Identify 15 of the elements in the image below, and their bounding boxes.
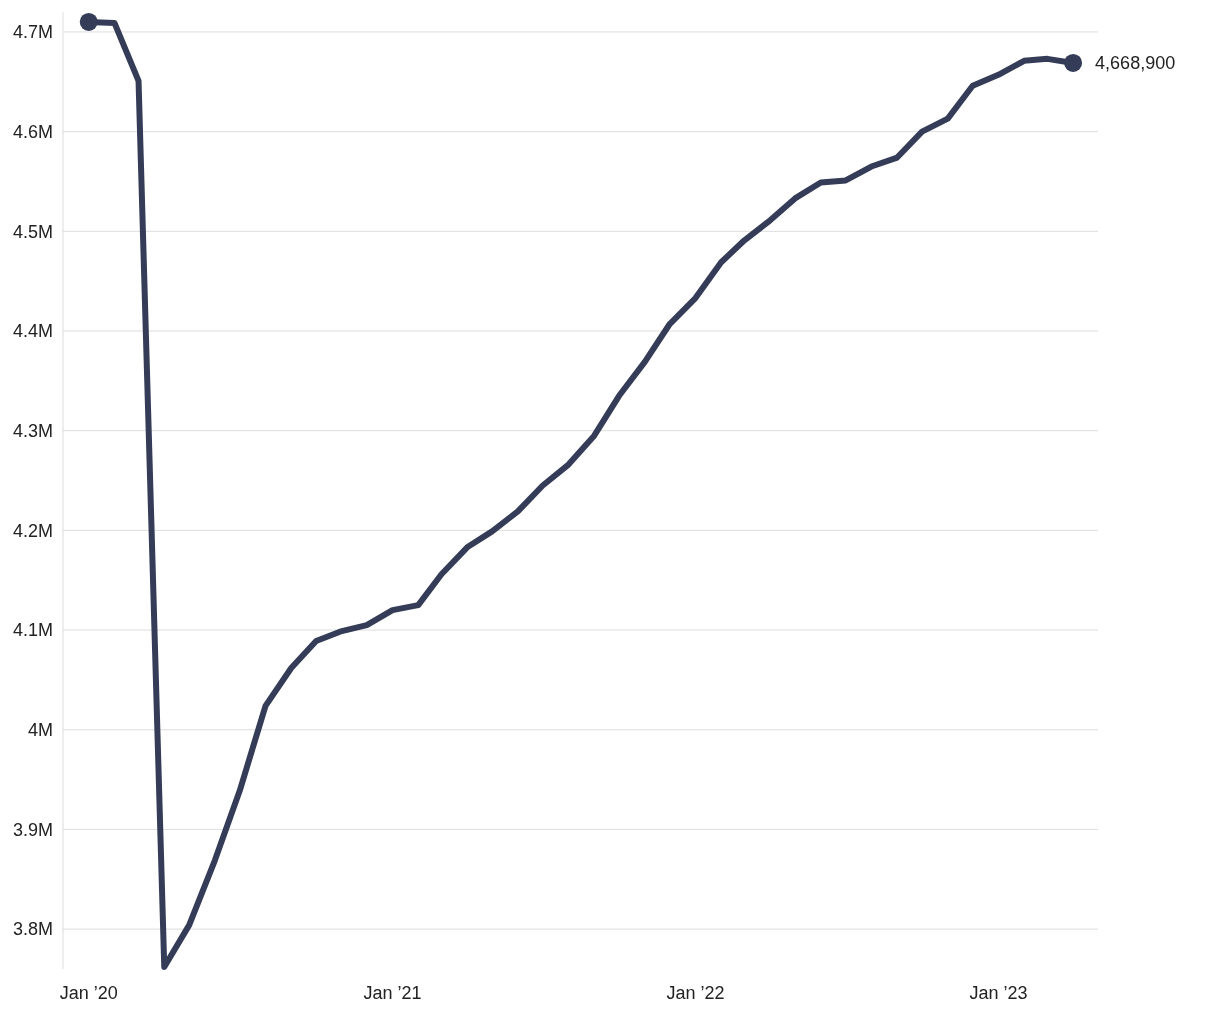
y-tick-label: 4.7M bbox=[12, 22, 53, 43]
y-tick-label: 3.8M bbox=[12, 919, 53, 940]
y-tick-label: 4.4M bbox=[12, 321, 53, 342]
y-tick-label: 4.5M bbox=[12, 221, 53, 242]
y-tick-label: 4.3M bbox=[12, 420, 53, 441]
y-tick-label: 4.2M bbox=[12, 520, 53, 541]
annotation: 4,668,900 bbox=[1095, 53, 1176, 74]
y-tick-label: 4.6M bbox=[12, 121, 53, 142]
x-tick-label: Jan ’21 bbox=[363, 983, 422, 1003]
y-tick-label: 3.9M bbox=[12, 819, 53, 840]
x-tick-label: Jan ’23 bbox=[969, 983, 1028, 1003]
y-tick-label: 4.1M bbox=[12, 620, 53, 641]
y-tick-label: 4M bbox=[27, 720, 53, 741]
x-tick-label: Jan ’20 bbox=[59, 983, 118, 1003]
x-tick-label: Jan ’22 bbox=[666, 983, 725, 1003]
